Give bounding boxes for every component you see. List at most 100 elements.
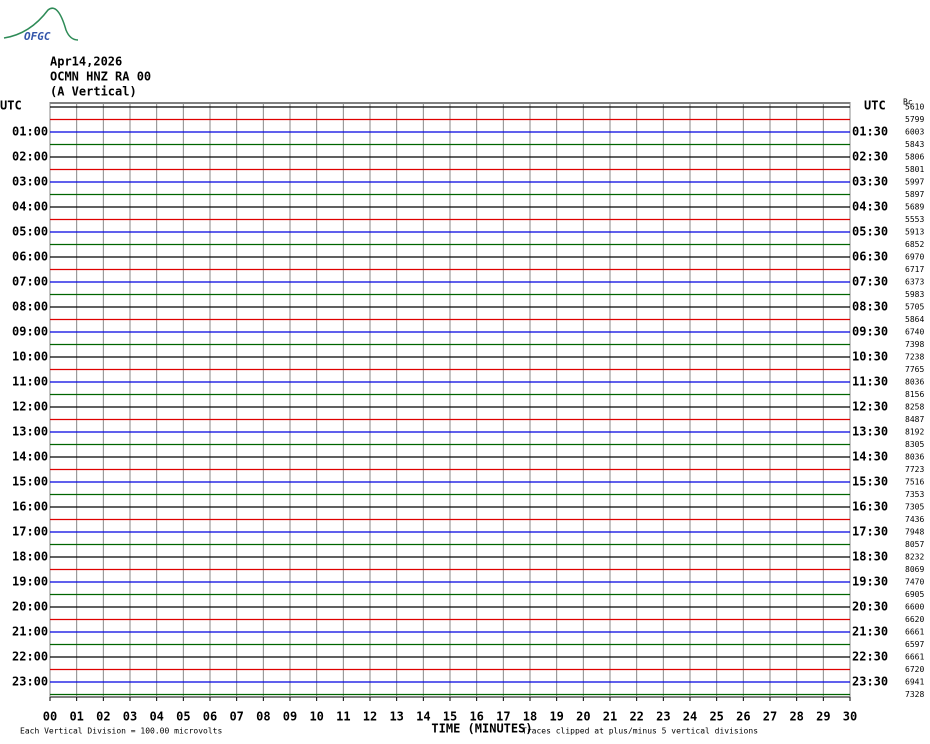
left-time-label: 12:00 bbox=[12, 400, 48, 414]
right-time-label: 01:30 bbox=[852, 125, 888, 139]
right-time-label: 21:30 bbox=[852, 625, 888, 639]
trace-value: 7305 bbox=[905, 503, 924, 512]
trace-value: 5801 bbox=[905, 165, 924, 174]
trace-value: 6373 bbox=[905, 278, 924, 287]
trace-value: 5689 bbox=[905, 203, 924, 212]
left-time-label: 21:00 bbox=[12, 625, 48, 639]
left-time-label: 19:00 bbox=[12, 575, 48, 589]
left-time-label: 22:00 bbox=[12, 650, 48, 664]
left-time-label: 13:00 bbox=[12, 425, 48, 439]
right-time-label: 23:30 bbox=[852, 675, 888, 689]
trace-value: 8192 bbox=[905, 428, 924, 437]
x-tick-label: 15 bbox=[443, 710, 457, 724]
left-time-label: 02:00 bbox=[12, 150, 48, 164]
left-time-label: 09:00 bbox=[12, 325, 48, 339]
left-time-label: 11:00 bbox=[12, 375, 48, 389]
trace-value: 5553 bbox=[905, 215, 924, 224]
trace-value: 6661 bbox=[905, 653, 924, 662]
right-time-label: 08:30 bbox=[852, 300, 888, 314]
x-tick-label: 17 bbox=[496, 710, 510, 724]
left-time-label: 04:00 bbox=[12, 200, 48, 214]
trace-value: 6597 bbox=[905, 640, 924, 649]
trace-value: 5705 bbox=[905, 303, 924, 312]
x-tick-label: 02 bbox=[96, 710, 110, 724]
trace-value: 6970 bbox=[905, 253, 924, 262]
right-time-label: 09:30 bbox=[852, 325, 888, 339]
right-time-label: 11:30 bbox=[852, 375, 888, 389]
x-tick-label: 09 bbox=[283, 710, 297, 724]
x-tick-label: 29 bbox=[816, 710, 830, 724]
right-time-label: 15:30 bbox=[852, 475, 888, 489]
right-time-label: 06:30 bbox=[852, 250, 888, 264]
x-tick-label: 18 bbox=[523, 710, 537, 724]
left-time-label: 17:00 bbox=[12, 525, 48, 539]
x-tick-label: 20 bbox=[576, 710, 590, 724]
left-time-label: 16:00 bbox=[12, 500, 48, 514]
trace-value: 6852 bbox=[905, 240, 924, 249]
trace-value: 5806 bbox=[905, 153, 924, 162]
x-tick-label: 05 bbox=[176, 710, 190, 724]
trace-value: 8069 bbox=[905, 565, 924, 574]
right-time-label: 04:30 bbox=[852, 200, 888, 214]
x-tick-label: 24 bbox=[683, 710, 697, 724]
trace-value: 5610 bbox=[905, 103, 924, 112]
x-tick-label: 08 bbox=[256, 710, 270, 724]
left-header: UTC bbox=[0, 99, 22, 113]
left-time-label: 08:00 bbox=[12, 300, 48, 314]
x-tick-label: 11 bbox=[336, 710, 350, 724]
trace-value: 8036 bbox=[905, 453, 924, 462]
right-time-label: 02:30 bbox=[852, 150, 888, 164]
x-tick-label: 06 bbox=[203, 710, 217, 724]
trace-value: 6600 bbox=[905, 603, 924, 612]
trace-value: 8232 bbox=[905, 553, 924, 562]
x-tick-label: 25 bbox=[709, 710, 723, 724]
left-time-label: 05:00 bbox=[12, 225, 48, 239]
x-tick-label: 21 bbox=[603, 710, 617, 724]
x-tick-label: 12 bbox=[363, 710, 377, 724]
left-time-label: 18:00 bbox=[12, 550, 48, 564]
trace-value: 5897 bbox=[905, 190, 924, 199]
x-tick-label: 26 bbox=[736, 710, 750, 724]
trace-value: 7328 bbox=[905, 690, 924, 699]
trace-value: 5983 bbox=[905, 290, 924, 299]
trace-value: 7398 bbox=[905, 340, 924, 349]
x-tick-label: 04 bbox=[149, 710, 163, 724]
trace-value: 7723 bbox=[905, 465, 924, 474]
left-time-label: 01:00 bbox=[12, 125, 48, 139]
footer-right: Traces clipped at plus/minus 5 vertical … bbox=[522, 727, 758, 736]
trace-value: 8305 bbox=[905, 440, 924, 449]
trace-value: 8036 bbox=[905, 378, 924, 387]
right-time-label: 20:30 bbox=[852, 600, 888, 614]
right-time-label: 19:30 bbox=[852, 575, 888, 589]
trace-value: 6620 bbox=[905, 615, 924, 624]
x-axis-title: TIME (MINUTES) bbox=[431, 722, 532, 736]
value-header: Bc bbox=[903, 98, 913, 107]
logo: OFGC bbox=[24, 30, 51, 43]
trace-value: 5799 bbox=[905, 115, 924, 124]
trace-value: 6717 bbox=[905, 265, 924, 274]
right-time-label: 22:30 bbox=[852, 650, 888, 664]
left-time-label: 06:00 bbox=[12, 250, 48, 264]
left-time-label: 03:00 bbox=[12, 175, 48, 189]
logo-curve bbox=[3, 7, 79, 41]
trace-value: 8057 bbox=[905, 540, 924, 549]
trace-value: 8156 bbox=[905, 390, 924, 399]
title-line: (A Vertical) bbox=[50, 85, 137, 99]
x-tick-label: 16 bbox=[469, 710, 483, 724]
right-time-label: 16:30 bbox=[852, 500, 888, 514]
trace-value: 7948 bbox=[905, 528, 924, 537]
trace-value: 6905 bbox=[905, 590, 924, 599]
x-tick-label: 14 bbox=[416, 710, 430, 724]
left-time-label: 14:00 bbox=[12, 450, 48, 464]
trace-value: 6003 bbox=[905, 128, 924, 137]
left-time-label: 20:00 bbox=[12, 600, 48, 614]
right-header: UTC bbox=[864, 99, 886, 113]
trace-value: 5843 bbox=[905, 140, 924, 149]
right-time-label: 10:30 bbox=[852, 350, 888, 364]
right-time-label: 12:30 bbox=[852, 400, 888, 414]
title-line: Apr14,2026 bbox=[50, 55, 122, 69]
x-tick-label: 13 bbox=[389, 710, 403, 724]
trace-value: 7516 bbox=[905, 478, 924, 487]
left-time-label: 23:00 bbox=[12, 675, 48, 689]
